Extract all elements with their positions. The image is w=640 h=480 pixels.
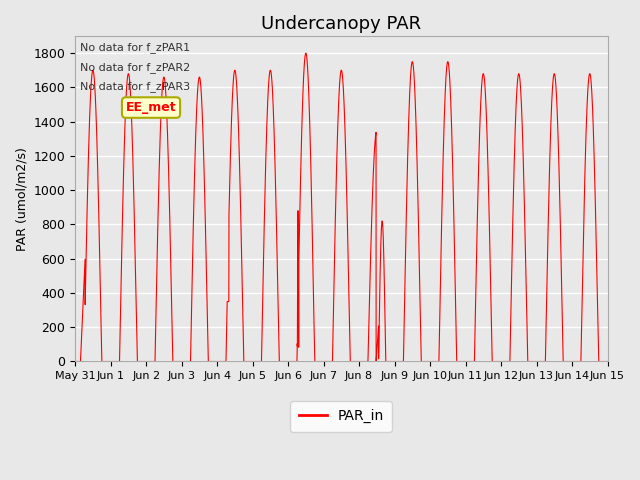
Text: EE_met: EE_met <box>125 101 177 114</box>
Legend: PAR_in: PAR_in <box>291 401 392 432</box>
Title: Undercanopy PAR: Undercanopy PAR <box>261 15 421 33</box>
Text: No data for f_zPAR1: No data for f_zPAR1 <box>81 42 191 53</box>
Y-axis label: PAR (umol/m2/s): PAR (umol/m2/s) <box>15 147 28 251</box>
Text: No data for f_zPAR2: No data for f_zPAR2 <box>81 62 191 73</box>
Text: No data for f_zPAR3: No data for f_zPAR3 <box>81 82 191 93</box>
